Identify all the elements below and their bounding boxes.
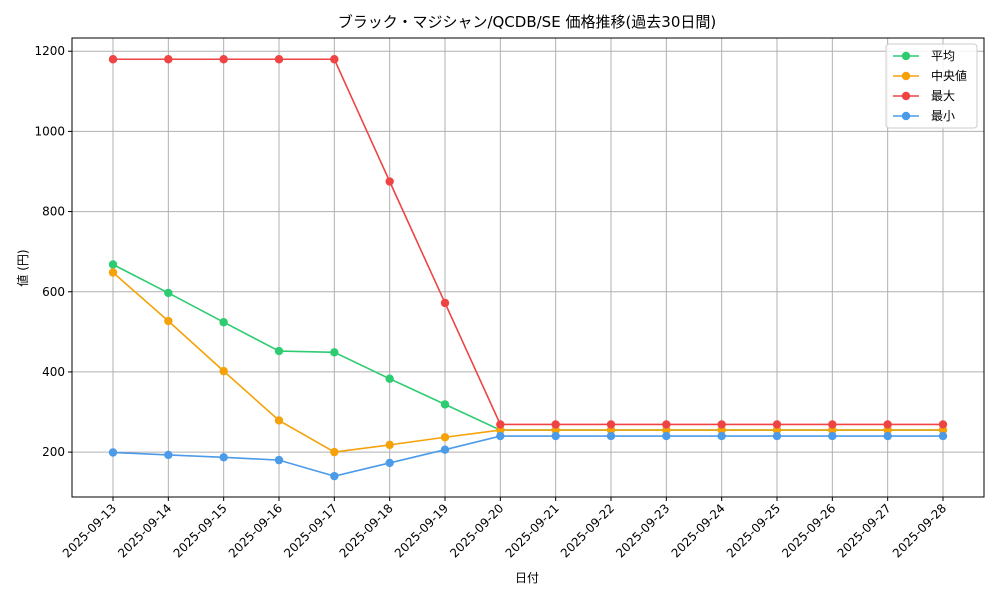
y-tick-label: 600 (42, 285, 65, 299)
data-point (662, 431, 671, 441)
x-tick-label: 2025-09-28 (890, 501, 949, 560)
x-tick-label: 2025-09-22 (558, 501, 617, 560)
legend-item: 最小 (893, 109, 955, 123)
series-line (112, 271, 943, 453)
data-point (219, 55, 228, 64)
legend-box (885, 43, 978, 129)
data-point (164, 316, 173, 326)
chart-title: ブラック・マジシャン/QCDB/SE 価格推移(過去30日間) (338, 13, 717, 31)
x-tick-label: 2025-09-21 (503, 501, 562, 560)
data-point (606, 420, 616, 429)
data-point (108, 448, 118, 457)
x-tick-label: 2025-09-18 (337, 501, 396, 560)
data-point (883, 431, 892, 441)
x-tick-label: 2025-09-20 (447, 501, 506, 560)
legend-swatch-marker (901, 111, 911, 121)
data-point (717, 431, 726, 441)
data-point (496, 431, 505, 441)
data-point (772, 420, 782, 429)
data-point (551, 431, 560, 441)
data-point (828, 420, 837, 429)
data-point (440, 445, 450, 454)
data-point (385, 374, 394, 383)
data-point (274, 346, 284, 356)
y-tick-label: 1000 (34, 124, 65, 138)
series-2 (108, 55, 948, 429)
data-point (108, 260, 118, 269)
legend-swatch-marker (901, 71, 911, 81)
data-point (772, 431, 782, 441)
data-point (385, 440, 394, 450)
legend-label: 中央値 (931, 68, 967, 83)
legend-label: 最小 (931, 109, 955, 123)
series-group (108, 55, 948, 481)
x-tick-label: 2025-09-16 (226, 501, 285, 560)
legend-swatch-marker (901, 51, 911, 61)
data-point (219, 453, 228, 462)
x-tick-label: 2025-09-17 (281, 501, 340, 560)
y-tick-label: 800 (42, 205, 65, 219)
data-point (606, 431, 616, 441)
legend-item: 平均 (893, 49, 955, 63)
data-point (330, 55, 339, 64)
data-point (330, 471, 339, 481)
data-point (883, 420, 892, 429)
legend-swatch-marker (901, 91, 911, 101)
data-point (164, 450, 173, 460)
data-point (496, 420, 505, 429)
x-tick-label: 2025-09-19 (392, 501, 451, 560)
x-tick-label: 2025-09-26 (779, 501, 838, 560)
y-tick-label: 200 (42, 445, 65, 459)
data-point (938, 420, 948, 429)
data-point (385, 458, 394, 468)
data-point (440, 298, 450, 308)
data-point (219, 366, 228, 376)
data-point (330, 447, 339, 457)
y-axis-ticks: 200 400 600 800 1000 1200 (34, 44, 72, 459)
data-point (938, 431, 948, 441)
data-point (551, 420, 560, 429)
series-line (112, 263, 943, 431)
data-point (828, 431, 837, 441)
legend-label: 最大 (931, 89, 955, 103)
data-point (274, 455, 284, 465)
y-tick-label: 400 (42, 365, 65, 379)
series-line (112, 435, 943, 477)
series-3 (108, 431, 948, 481)
plot-frame (71, 37, 985, 498)
data-point (108, 55, 118, 64)
data-point (440, 433, 450, 442)
data-point (440, 400, 450, 409)
data-point (717, 420, 726, 429)
x-tick-label: 2025-09-14 (115, 501, 174, 560)
x-tick-label: 2025-09-24 (669, 501, 728, 560)
data-point (219, 318, 228, 327)
data-point (274, 416, 284, 425)
x-tick-label: 2025-09-13 (60, 501, 119, 560)
x-tick-label: 2025-09-27 (835, 501, 894, 560)
data-point (164, 288, 173, 298)
x-tick-label: 2025-09-15 (171, 501, 230, 560)
legend-item: 中央値 (893, 68, 967, 83)
series-0 (108, 260, 948, 435)
x-axis-ticks: 2025-09-132025-09-142025-09-152025-09-16… (60, 497, 949, 560)
series-1 (108, 268, 948, 457)
data-point (108, 268, 118, 277)
data-point (274, 55, 284, 64)
legend-label: 平均 (931, 49, 955, 63)
series-line (113, 58, 943, 426)
y-tick-label: 1200 (34, 44, 65, 58)
x-axis-label: 日付 (515, 571, 539, 585)
data-point (662, 420, 671, 429)
grid (72, 38, 984, 497)
data-point (385, 177, 394, 186)
y-axis-label: 値 (円) (15, 249, 30, 286)
x-tick-label: 2025-09-25 (724, 501, 783, 560)
legend-item: 最大 (893, 89, 955, 103)
data-point (330, 348, 339, 357)
data-point (164, 55, 173, 64)
x-tick-label: 2025-09-23 (613, 501, 672, 560)
